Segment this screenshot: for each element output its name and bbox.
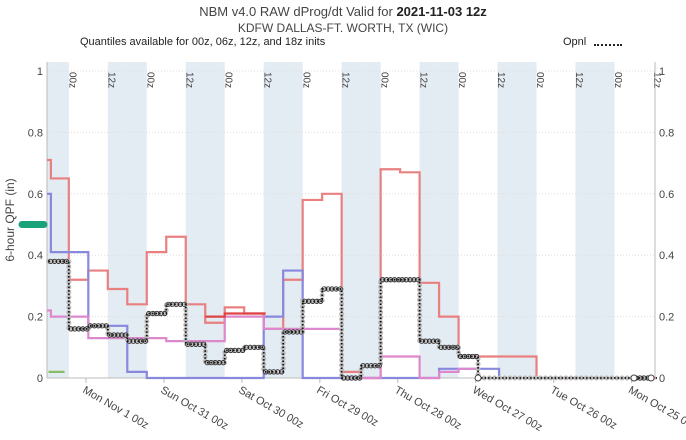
opnl-point-2 bbox=[99, 323, 105, 329]
opnl-point-14 bbox=[337, 286, 343, 292]
x-tick-label-3: Fri Oct 29 00z bbox=[314, 384, 380, 429]
series-line-2 bbox=[47, 309, 478, 380]
x-tick-label-5: Wed Oct 27 00z bbox=[470, 384, 544, 434]
opnl-point-20 bbox=[454, 344, 460, 350]
y-tick-right-5: 1 bbox=[659, 66, 665, 78]
init-label-7: 12z bbox=[339, 72, 350, 88]
y-tick-right-1: 0.2 bbox=[659, 312, 674, 324]
opnl-point-21 bbox=[473, 353, 480, 360]
opnl-point-3 bbox=[107, 332, 113, 338]
opnl-point-1 bbox=[76, 326, 82, 332]
init-label-1: 12z bbox=[105, 72, 116, 88]
opnl-point-1 bbox=[84, 326, 90, 332]
init-band-5 bbox=[419, 62, 459, 378]
opnl-point-6 bbox=[181, 301, 187, 307]
opnl-point-12 bbox=[298, 329, 304, 335]
opnl-point-18 bbox=[415, 277, 421, 283]
y-tick-right-4: 0.8 bbox=[659, 127, 674, 139]
y-tick-right-3: 0.6 bbox=[659, 189, 674, 201]
opnl-point-1 bbox=[72, 326, 78, 332]
legend-opnl-label: Opnl bbox=[563, 36, 587, 48]
opnl-point-2 bbox=[103, 323, 109, 329]
chart-title-prefix: NBM v4.0 RAW dProg/dt Valid for bbox=[199, 4, 397, 19]
init-label-15: 12z bbox=[651, 72, 662, 88]
init-band-4 bbox=[341, 62, 381, 378]
opnl-point-1 bbox=[80, 326, 86, 332]
opnl-point-3 bbox=[119, 332, 125, 338]
opnl-point-23 bbox=[641, 375, 647, 381]
init-label-9: 12z bbox=[417, 72, 428, 88]
opnl-point-16 bbox=[376, 363, 382, 369]
opnl-point-3 bbox=[115, 332, 121, 338]
init-label-5: 12z bbox=[261, 72, 272, 88]
opnl-point-2 bbox=[91, 323, 97, 329]
opnl-endpoint-a bbox=[474, 374, 482, 382]
opnl-point-7 bbox=[201, 341, 207, 347]
legend-opnl-swatch bbox=[594, 44, 622, 46]
y-tick-left-4: 0.8 bbox=[28, 127, 43, 139]
opnl-point-0 bbox=[55, 258, 62, 264]
y-tick-left-3: 0.6 bbox=[28, 189, 43, 201]
y-tick-left-1: 0.2 bbox=[28, 312, 43, 324]
opnl-point-19 bbox=[434, 338, 441, 344]
init-band-0 bbox=[47, 62, 69, 378]
opnl-point-2 bbox=[95, 323, 101, 329]
x-tick-label-6: Tue Oct 26 00z bbox=[548, 384, 619, 432]
init-label-13: 12z bbox=[573, 72, 584, 88]
x-tick-label-0: Mon Nov 1 00z bbox=[80, 384, 150, 431]
opnl-point-17 bbox=[396, 277, 402, 283]
y-tick-left-5: 1 bbox=[37, 66, 43, 78]
init-label-6: 00z bbox=[300, 72, 311, 88]
opnl-point-8 bbox=[220, 360, 226, 366]
opnl-point-2 bbox=[87, 323, 93, 329]
x-tick-label-2: Sat Oct 30 00z bbox=[236, 384, 305, 431]
init-label-12: 00z bbox=[534, 72, 545, 88]
init-label-2: 00z bbox=[144, 72, 155, 88]
x-tick-label-4: Thu Oct 28 00z bbox=[392, 384, 463, 432]
init-label-0: 00z bbox=[66, 72, 77, 88]
x-tick-label-1: Sun Oct 31 00z bbox=[158, 384, 230, 432]
opnl-point-10 bbox=[259, 344, 265, 350]
opnl-point-13 bbox=[318, 298, 324, 304]
opnl-point-11 bbox=[279, 369, 285, 375]
init-label-4: 00z bbox=[222, 72, 233, 88]
opnl-point-9 bbox=[240, 347, 246, 353]
opnl-point-0 bbox=[51, 258, 58, 264]
init-label-10: 00z bbox=[456, 72, 467, 88]
opnl-point-1 bbox=[68, 326, 74, 332]
opnl-point-5 bbox=[162, 310, 168, 317]
init-band-2 bbox=[185, 62, 225, 378]
y-tick-left-2: 0.4 bbox=[28, 250, 43, 262]
opnl-point-0 bbox=[47, 258, 54, 264]
series-line-3 bbox=[205, 312, 266, 318]
init-label-14: 00z bbox=[612, 72, 623, 88]
init-label-8: 00z bbox=[378, 72, 389, 88]
y-tick-left-0: 0 bbox=[37, 373, 43, 385]
opnl-point-4 bbox=[142, 338, 148, 344]
x-tick-label-7: Mon Oct 25 00z bbox=[626, 384, 686, 433]
opnl-endpoint-b bbox=[630, 374, 638, 382]
opnl-point-0 bbox=[63, 258, 70, 264]
chart-subtitle: KDFW DALLAS-FT. WORTH, TX (WIC) bbox=[237, 21, 449, 35]
y-axis-label: 6-hour QPF (in) bbox=[3, 178, 17, 261]
y-tick-right-2: 0.4 bbox=[659, 250, 674, 262]
chart-title-valid-time: 2021-11-03 12z bbox=[396, 4, 487, 19]
init-band-7 bbox=[575, 62, 615, 378]
quantile-note: Quantiles available for 00z, 06z, 12z, a… bbox=[80, 36, 326, 48]
init-label-11: 12z bbox=[495, 72, 506, 88]
opnl-point-3 bbox=[123, 332, 129, 338]
opnl-point-23 bbox=[637, 375, 643, 381]
opnl-point-15 bbox=[357, 375, 363, 381]
init-label-3: 12z bbox=[183, 72, 194, 88]
opnl-endpoint-c bbox=[647, 374, 655, 382]
opnl-point-3 bbox=[111, 332, 117, 338]
chart-title: NBM v4.0 RAW dProg/dt Valid for 2021-11-… bbox=[0, 4, 686, 19]
init-band-6 bbox=[497, 62, 537, 378]
y-tick-right-0: 0 bbox=[659, 373, 665, 385]
